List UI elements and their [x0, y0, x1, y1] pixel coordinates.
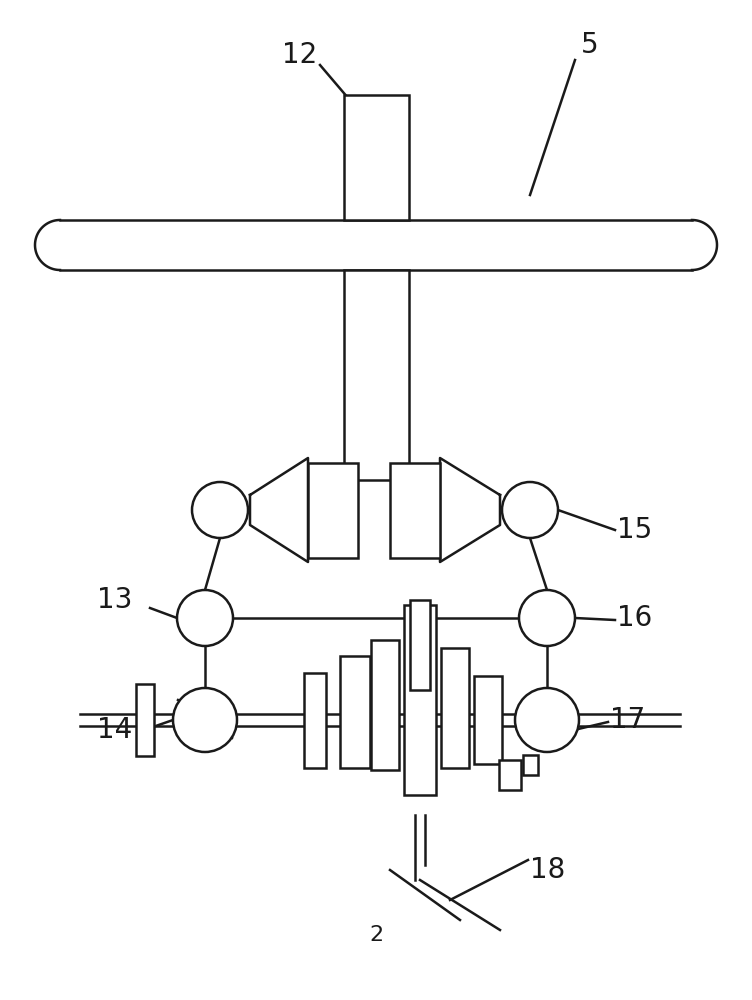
Bar: [390, 462, 440, 558]
Bar: [344, 95, 408, 220]
Bar: [523, 755, 538, 775]
Bar: [308, 462, 358, 558]
Bar: [410, 600, 430, 690]
Text: 15: 15: [617, 516, 653, 544]
Bar: [441, 648, 469, 768]
Circle shape: [519, 590, 575, 646]
Text: 13: 13: [97, 586, 132, 614]
Bar: [344, 270, 408, 480]
Text: 14: 14: [97, 716, 132, 744]
Circle shape: [502, 482, 558, 538]
Bar: [371, 640, 399, 770]
Bar: [340, 656, 370, 768]
Text: 17: 17: [611, 706, 646, 734]
Bar: [404, 605, 436, 795]
Bar: [304, 672, 326, 768]
Circle shape: [515, 688, 579, 752]
Circle shape: [173, 688, 237, 752]
Polygon shape: [250, 458, 308, 562]
Text: 12: 12: [282, 41, 317, 69]
Bar: [474, 676, 502, 764]
Circle shape: [192, 482, 248, 538]
Text: 5: 5: [581, 31, 599, 59]
Text: 2: 2: [369, 925, 383, 945]
Polygon shape: [440, 458, 500, 562]
Text: 18: 18: [530, 856, 566, 884]
Bar: [499, 760, 521, 790]
Bar: [136, 684, 154, 756]
Text: 16: 16: [617, 604, 653, 632]
Circle shape: [177, 590, 233, 646]
